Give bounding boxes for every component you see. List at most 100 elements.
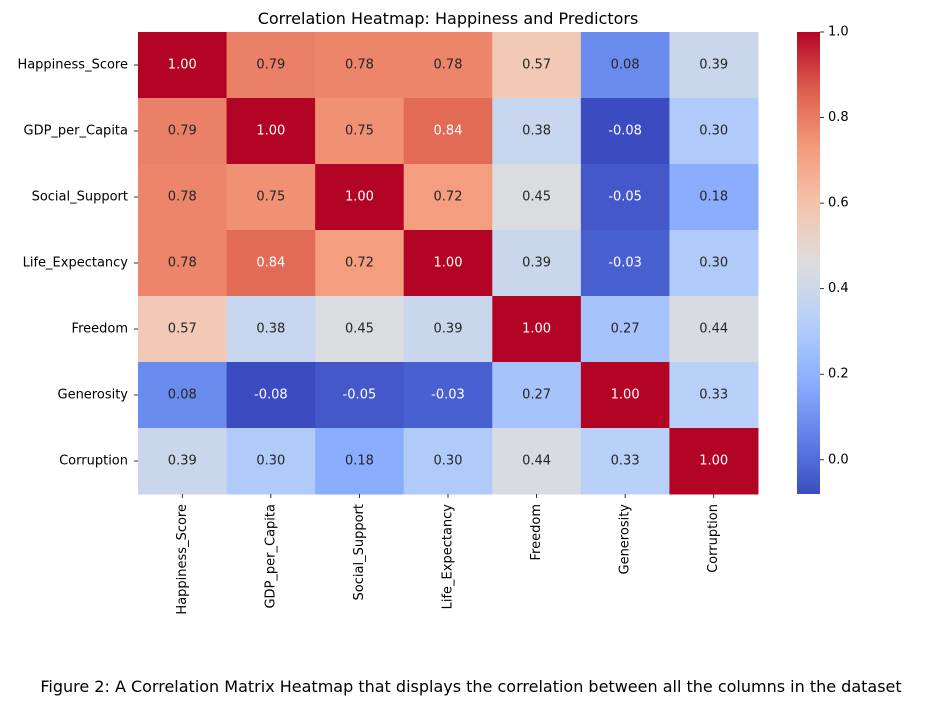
cell-value-label: 0.78 <box>434 58 463 73</box>
heatmap-cell <box>226 296 316 363</box>
cell-value-label: 0.45 <box>522 190 551 205</box>
heatmap-cell <box>403 296 493 363</box>
cell-value-label: 0.44 <box>522 454 551 469</box>
cell-value-label: 0.27 <box>522 388 551 403</box>
heatmap-cell <box>138 164 228 231</box>
cell-value-label: 0.30 <box>434 454 463 469</box>
column-labels: Happiness_Score GDP_per_Capita Social_Supp… <box>175 494 721 615</box>
heatmap-cell <box>226 428 316 495</box>
heatmap-grid: 1.00 0.79 0.78 0.78 0.57 0.08 0.39 0.79 1.00 0.75… <box>138 32 759 495</box>
heatmap-cell <box>669 362 759 429</box>
colorbar-gradient <box>797 32 820 494</box>
cell-value-label: -0.03 <box>608 256 642 271</box>
cell-value-label: 0.18 <box>699 190 728 205</box>
cell-value-label: 0.18 <box>345 454 374 469</box>
heatmap-cell <box>669 428 759 495</box>
column-label: Happiness_Score <box>175 504 190 615</box>
heatmap-cell <box>580 296 670 363</box>
heatmap-cell <box>226 164 316 231</box>
row-label: Life_Expectancy <box>23 256 129 271</box>
cell-value-label: 0.84 <box>256 256 285 271</box>
cell-value-label: 0.72 <box>434 190 463 205</box>
heatmap-cell <box>492 296 582 363</box>
heatmap-cell <box>403 428 493 495</box>
heatmap-cell <box>580 164 670 231</box>
column-label: Freedom <box>529 504 544 560</box>
heatmap-cell <box>403 32 493 99</box>
row-labels: Happiness_Score GDP_per_Capita Social_Supp… <box>17 58 138 469</box>
heatmap-cell <box>315 296 405 363</box>
heatmap-cell <box>492 362 582 429</box>
column-label: Corruption <box>706 504 721 573</box>
heatmap-cell <box>138 428 228 495</box>
cell-value-label: -0.08 <box>254 388 288 403</box>
cell-value-label: 1.00 <box>345 190 374 205</box>
heatmap-cell <box>226 32 316 99</box>
colorbar: 0.0 0.2 0.4 0.6 0.8 1.0 <box>797 25 849 494</box>
cell-value-label: 1.00 <box>522 322 551 337</box>
chart-title: Correlation Heatmap: Happiness and Predi… <box>258 9 639 28</box>
cell-value-label: 0.78 <box>168 190 197 205</box>
heatmap-cell <box>138 98 228 165</box>
cell-value-label: 0.78 <box>168 256 197 271</box>
cell-value-label: 0.39 <box>168 454 197 469</box>
cell-value-label: 1.00 <box>611 388 640 403</box>
cell-value-label: 0.84 <box>434 124 463 139</box>
cell-value-label: 0.30 <box>699 124 728 139</box>
heatmap-cell <box>492 428 582 495</box>
cell-value-label: 0.39 <box>699 58 728 73</box>
heatmap-cell <box>315 98 405 165</box>
heatmap-cell <box>226 362 316 429</box>
colorbar-tick-label: 0.6 <box>828 196 849 211</box>
heatmap-cell <box>669 296 759 363</box>
cell-value-label: 0.08 <box>168 388 197 403</box>
heatmap-cell <box>226 98 316 165</box>
cell-value-label: 0.44 <box>699 322 728 337</box>
column-label: Social_Support <box>352 504 367 600</box>
heatmap-cell <box>315 164 405 231</box>
colorbar-tick-label: 1.0 <box>828 25 849 40</box>
heatmap-cell <box>669 164 759 231</box>
heatmap-cell <box>138 296 228 363</box>
heatmap-cell <box>226 230 316 297</box>
column-label: Life_Expectancy <box>441 504 456 610</box>
heatmap-cell <box>403 98 493 165</box>
cell-value-label: 0.57 <box>168 322 197 337</box>
cell-value-label: 0.08 <box>611 58 640 73</box>
cell-value-label: -0.03 <box>431 388 465 403</box>
heatmap-cell <box>315 32 405 99</box>
cell-value-label: 0.27 <box>611 322 640 337</box>
heatmap-cell <box>138 230 228 297</box>
heatmap-cell <box>669 32 759 99</box>
cell-value-label: 0.79 <box>168 124 197 139</box>
heatmap-cell <box>403 164 493 231</box>
row-label: Freedom <box>72 322 128 337</box>
cell-value-label: -0.05 <box>608 190 642 205</box>
row-label: GDP_per_Capita <box>24 124 129 139</box>
cell-value-label: 1.00 <box>168 58 197 73</box>
heatmap-cell <box>403 362 493 429</box>
cell-value-label: 1.00 <box>699 454 728 469</box>
cell-value-label: 0.79 <box>256 58 285 73</box>
heatmap-cell <box>403 230 493 297</box>
cell-value-label: 0.39 <box>434 322 463 337</box>
cell-value-label: 0.39 <box>522 256 551 271</box>
heatmap-cell <box>580 230 670 297</box>
heatmap-cell <box>669 98 759 165</box>
heatmap-cell <box>669 230 759 297</box>
heatmap-cell <box>492 230 582 297</box>
colorbar-tick-label: 0.0 <box>828 452 849 467</box>
cell-value-label: -0.08 <box>608 124 642 139</box>
heatmap-cell <box>315 230 405 297</box>
heatmap-cell <box>315 362 405 429</box>
heatmap-cell <box>580 362 670 429</box>
cell-value-label: 0.30 <box>699 256 728 271</box>
figure-caption: Figure 2: A Correlation Matrix Heatmap t… <box>40 677 901 696</box>
heatmap-cell <box>138 362 228 429</box>
cell-value-label: 0.57 <box>522 58 551 73</box>
cell-value-label: 0.38 <box>522 124 551 139</box>
cell-value-label: 0.33 <box>611 454 640 469</box>
cell-value-label: 1.00 <box>256 124 285 139</box>
cell-value-label: 0.33 <box>699 388 728 403</box>
